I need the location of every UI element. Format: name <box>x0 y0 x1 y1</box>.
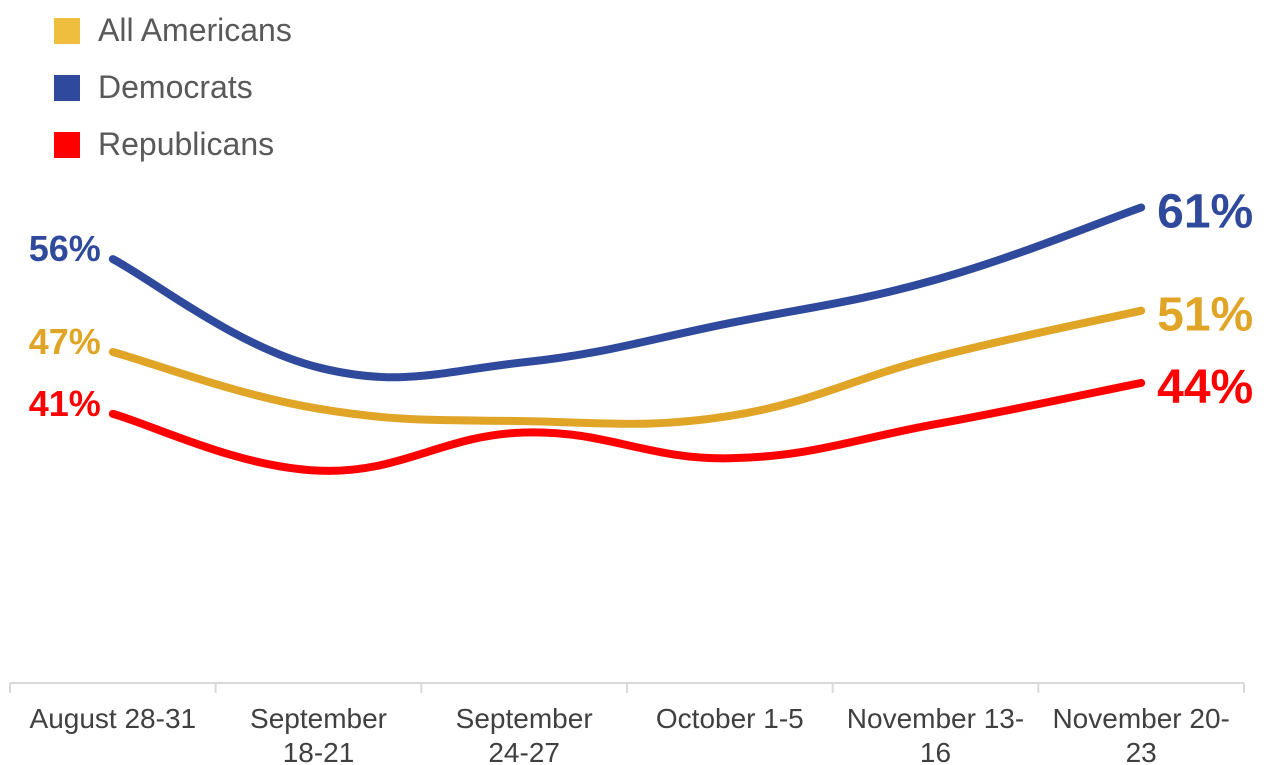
legend: All Americans Democrats Republicans <box>54 2 292 173</box>
series-line-republicans <box>108 378 1146 475</box>
legend-item-democrats: Democrats <box>54 59 292 116</box>
data-labels: 47% 51% 56% 61% 41% 44% <box>29 185 1253 423</box>
x-axis: August 28-31 September 18-21 September 24-27… <box>9 682 1245 765</box>
series-line-democrats <box>108 203 1146 382</box>
x-tick-label: August 28-31 <box>30 703 197 734</box>
x-tick-label: September 18-21 <box>250 703 387 765</box>
x-tick-label: November 13-16 <box>847 703 1024 765</box>
series-line-all-americans <box>108 306 1146 428</box>
legend-label-republicans: Republicans <box>98 126 275 162</box>
data-label-first-democrats: 56% <box>29 228 101 269</box>
data-label-last-all-americans: 51% <box>1157 289 1253 342</box>
legend-swatch-democrats <box>54 74 80 101</box>
data-label-last-democrats: 61% <box>1157 185 1253 238</box>
series-lines <box>108 203 1146 475</box>
data-label-first-republicans: 41% <box>29 383 101 424</box>
x-tick-label: November 20-23 <box>1052 703 1229 765</box>
data-label-last-republicans: 44% <box>1157 361 1253 414</box>
legend-label-all-americans: All Americans <box>98 12 292 48</box>
legend-swatch-republicans <box>54 131 80 158</box>
x-tick-label: October 1-5 <box>656 703 804 734</box>
legend-swatch-all-americans <box>54 17 80 44</box>
legend-label-democrats: Democrats <box>98 69 253 105</box>
data-label-first-all-americans: 47% <box>29 321 101 362</box>
legend-item-republicans: Republicans <box>54 116 292 173</box>
x-tick-label: September 24-27 <box>456 703 593 765</box>
legend-item-all-americans: All Americans <box>54 2 292 59</box>
